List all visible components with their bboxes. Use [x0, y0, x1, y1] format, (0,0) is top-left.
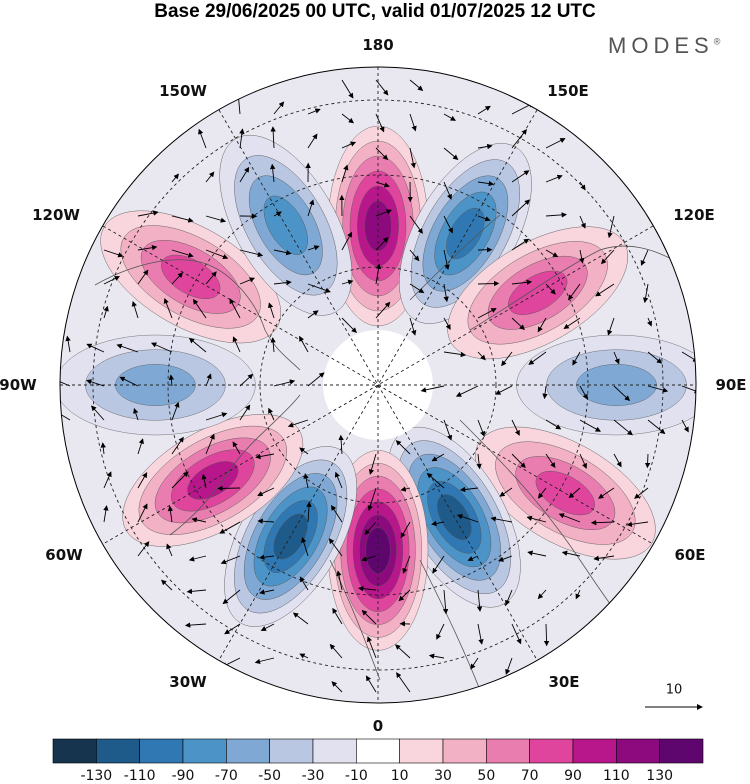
colorbar-tick-label: -130 — [80, 768, 112, 784]
colorbar-swatch — [660, 739, 703, 763]
colorbar-tick-label: -30 — [302, 768, 325, 784]
colorbar-tick-label: 130 — [646, 768, 673, 784]
colorbar-tick-label: 10 — [391, 768, 409, 784]
colorbar-tick-label: -70 — [215, 768, 238, 784]
colorbar-swatch — [356, 739, 399, 763]
colorbar-swatch — [270, 739, 313, 763]
colorbar-swatch — [443, 739, 486, 763]
colorbar-swatch — [400, 739, 443, 763]
colorbar-swatch — [616, 739, 659, 763]
colorbar-tick-label: -50 — [258, 768, 281, 784]
colorbar-swatch — [96, 739, 139, 763]
colorbar-swatch — [486, 739, 529, 763]
colorbar-tick-label: -110 — [124, 768, 156, 784]
colorbar-swatch — [530, 739, 573, 763]
colorbar-tick-label: 50 — [477, 768, 495, 784]
colorbar-tick-label: 90 — [564, 768, 582, 784]
colorbar-swatch — [573, 739, 616, 763]
colorbar-tick-label: 110 — [603, 768, 630, 784]
colorbar-swatch — [183, 739, 226, 763]
colorbar-swatch — [226, 739, 269, 763]
colorbar-tick-label: 70 — [521, 768, 539, 784]
colorbar-swatch — [313, 739, 356, 763]
colorbar-tick-label: 30 — [434, 768, 452, 784]
colorbar-tick-label: -90 — [172, 768, 195, 784]
colorbar-tick-label: -10 — [345, 768, 368, 784]
colorbar-swatch — [53, 739, 96, 763]
colorbar-swatch — [140, 739, 183, 763]
